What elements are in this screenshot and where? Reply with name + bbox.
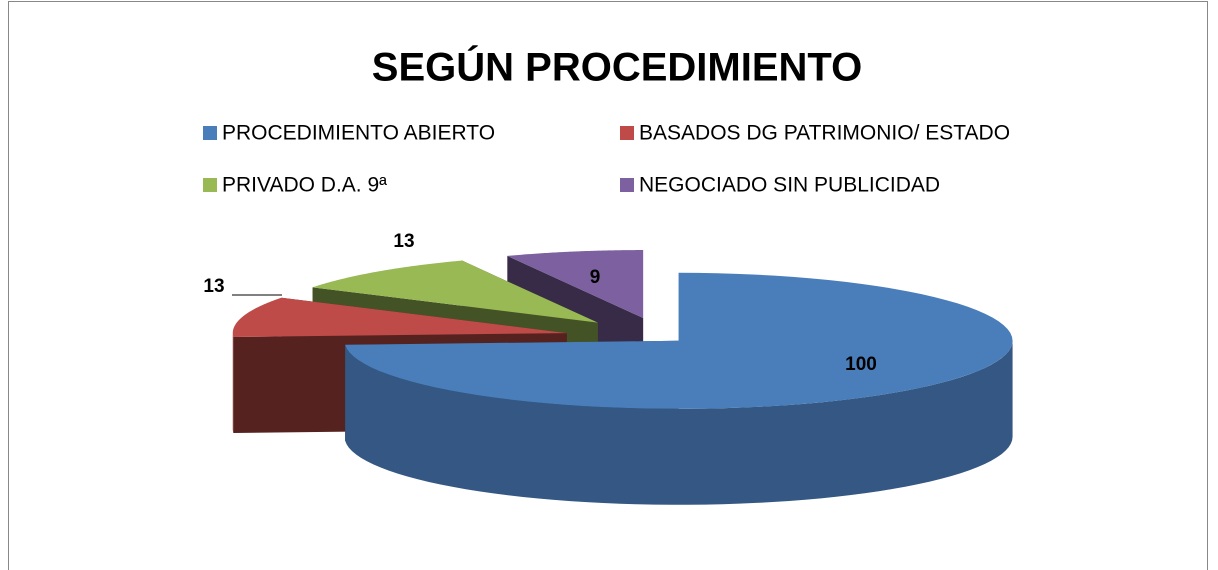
- data-label: 9: [590, 267, 601, 288]
- slice-top: [232, 297, 567, 338]
- slice: [345, 272, 1013, 505]
- slice-wall: [232, 333, 234, 434]
- legend-swatch: [620, 178, 634, 192]
- legend-swatch: [620, 126, 634, 140]
- slice-top: [312, 260, 598, 323]
- data-label: 100: [845, 354, 877, 375]
- data-label: 13: [203, 276, 224, 297]
- legend-label: PROCEDIMIENTO ABIERTO: [222, 122, 495, 145]
- legend-swatch: [203, 126, 217, 140]
- legend-label: PRIVADO D.A. 9ª: [222, 174, 387, 197]
- legend-swatch: [203, 178, 217, 192]
- legend-label: BASADOS DG PATRIMONIO/ ESTADO: [639, 122, 1010, 145]
- legend-label: NEGOCIADO SIN PUBLICIDAD: [639, 174, 940, 197]
- slice-top: [345, 272, 1013, 409]
- chart-frame: [8, 1, 1208, 570]
- slice-wall: [345, 340, 1013, 505]
- chart-title: SEGÚN PROCEDIMIENTO: [372, 44, 862, 90]
- data-label: 13: [393, 231, 414, 252]
- slice-top: [507, 250, 644, 319]
